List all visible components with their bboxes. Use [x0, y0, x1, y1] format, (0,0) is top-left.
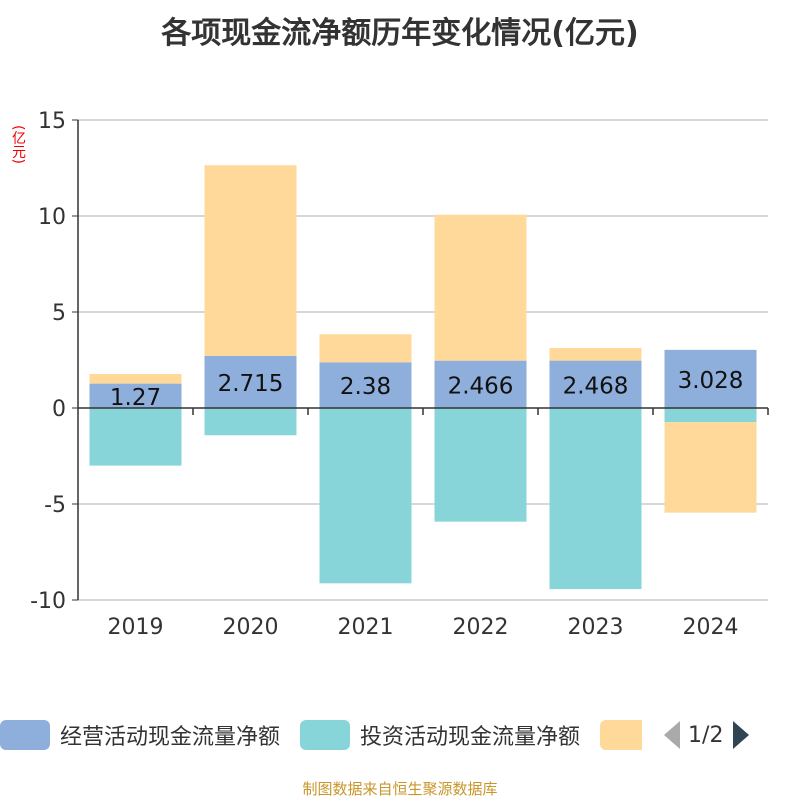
bar-investing-2021 — [319, 408, 412, 584]
bar-operating-2021 — [319, 362, 412, 408]
bar-financing-2020 — [204, 165, 297, 356]
bar-chart: 15 10 5 0 -5 -10 1.27 2019 2.715 2020 2.38 2021 2.46… — [30, 109, 769, 640]
bar-investing-2022 — [434, 408, 527, 522]
legend-swatch-investing[interactable] — [300, 720, 351, 750]
legend-label-investing[interactable]: 投资活动现金流量净额 — [360, 725, 581, 750]
bar-operating-2022 — [434, 360, 527, 408]
x-tick-label: 2020 — [223, 615, 279, 640]
legend-label-operating[interactable]: 经营活动现金流量净额 — [60, 725, 281, 750]
x-tick-label: 2023 — [568, 615, 624, 640]
bar-financing-2023 — [549, 347, 642, 361]
legend-page-indicator: 1/2 — [688, 722, 724, 748]
y-tick-label: -10 — [30, 589, 66, 614]
bar-investing-2024 — [664, 408, 757, 423]
data-label: 2.715 — [218, 371, 284, 397]
chart-title: 各项现金流净额历年变化情况(亿元) — [161, 16, 639, 51]
data-source-note: 制图数据来自恒生聚源数据库 — [302, 780, 498, 798]
data-label: 2.466 — [448, 373, 514, 399]
bar-operating-2023 — [549, 360, 642, 408]
y-tick-label: 10 — [38, 205, 66, 230]
bar-investing-2019 — [89, 408, 182, 466]
legend-swatch-operating[interactable] — [0, 720, 50, 750]
bar-financing-2022 — [434, 214, 527, 361]
bar-operating-2020 — [204, 355, 297, 408]
bar-financing-2024 — [664, 422, 757, 513]
x-tick-label: 2021 — [338, 615, 394, 640]
y-tick-label: 0 — [52, 397, 66, 422]
bar-financing-2021 — [319, 334, 412, 363]
data-label: 2.38 — [340, 374, 391, 400]
x-tick-label: 2024 — [683, 615, 739, 640]
bar-operating-2024 — [664, 349, 757, 408]
legend-next-icon[interactable] — [733, 721, 750, 749]
y-tick-label: 15 — [38, 109, 66, 134]
legend: 经营活动现金流量净额 投资活动现金流量净额 1/2 — [0, 718, 750, 752]
data-label: 2.468 — [563, 373, 629, 399]
x-tick-label: 2022 — [453, 615, 509, 640]
bar-financing-2019 — [89, 374, 182, 384]
y-axis-unit-label: (亿元) — [10, 125, 26, 164]
bar-operating-2019 — [89, 383, 182, 408]
legend-prev-icon[interactable] — [664, 721, 681, 749]
data-label: 1.27 — [110, 385, 161, 411]
x-tick-label: 2019 — [108, 615, 164, 640]
data-label: 3.028 — [678, 368, 744, 394]
y-tick-label: 5 — [52, 301, 66, 326]
legend-swatch-financing[interactable] — [600, 720, 643, 750]
bar-investing-2023 — [549, 408, 642, 590]
y-tick-label: -5 — [44, 493, 66, 518]
bar-investing-2020 — [204, 408, 297, 436]
